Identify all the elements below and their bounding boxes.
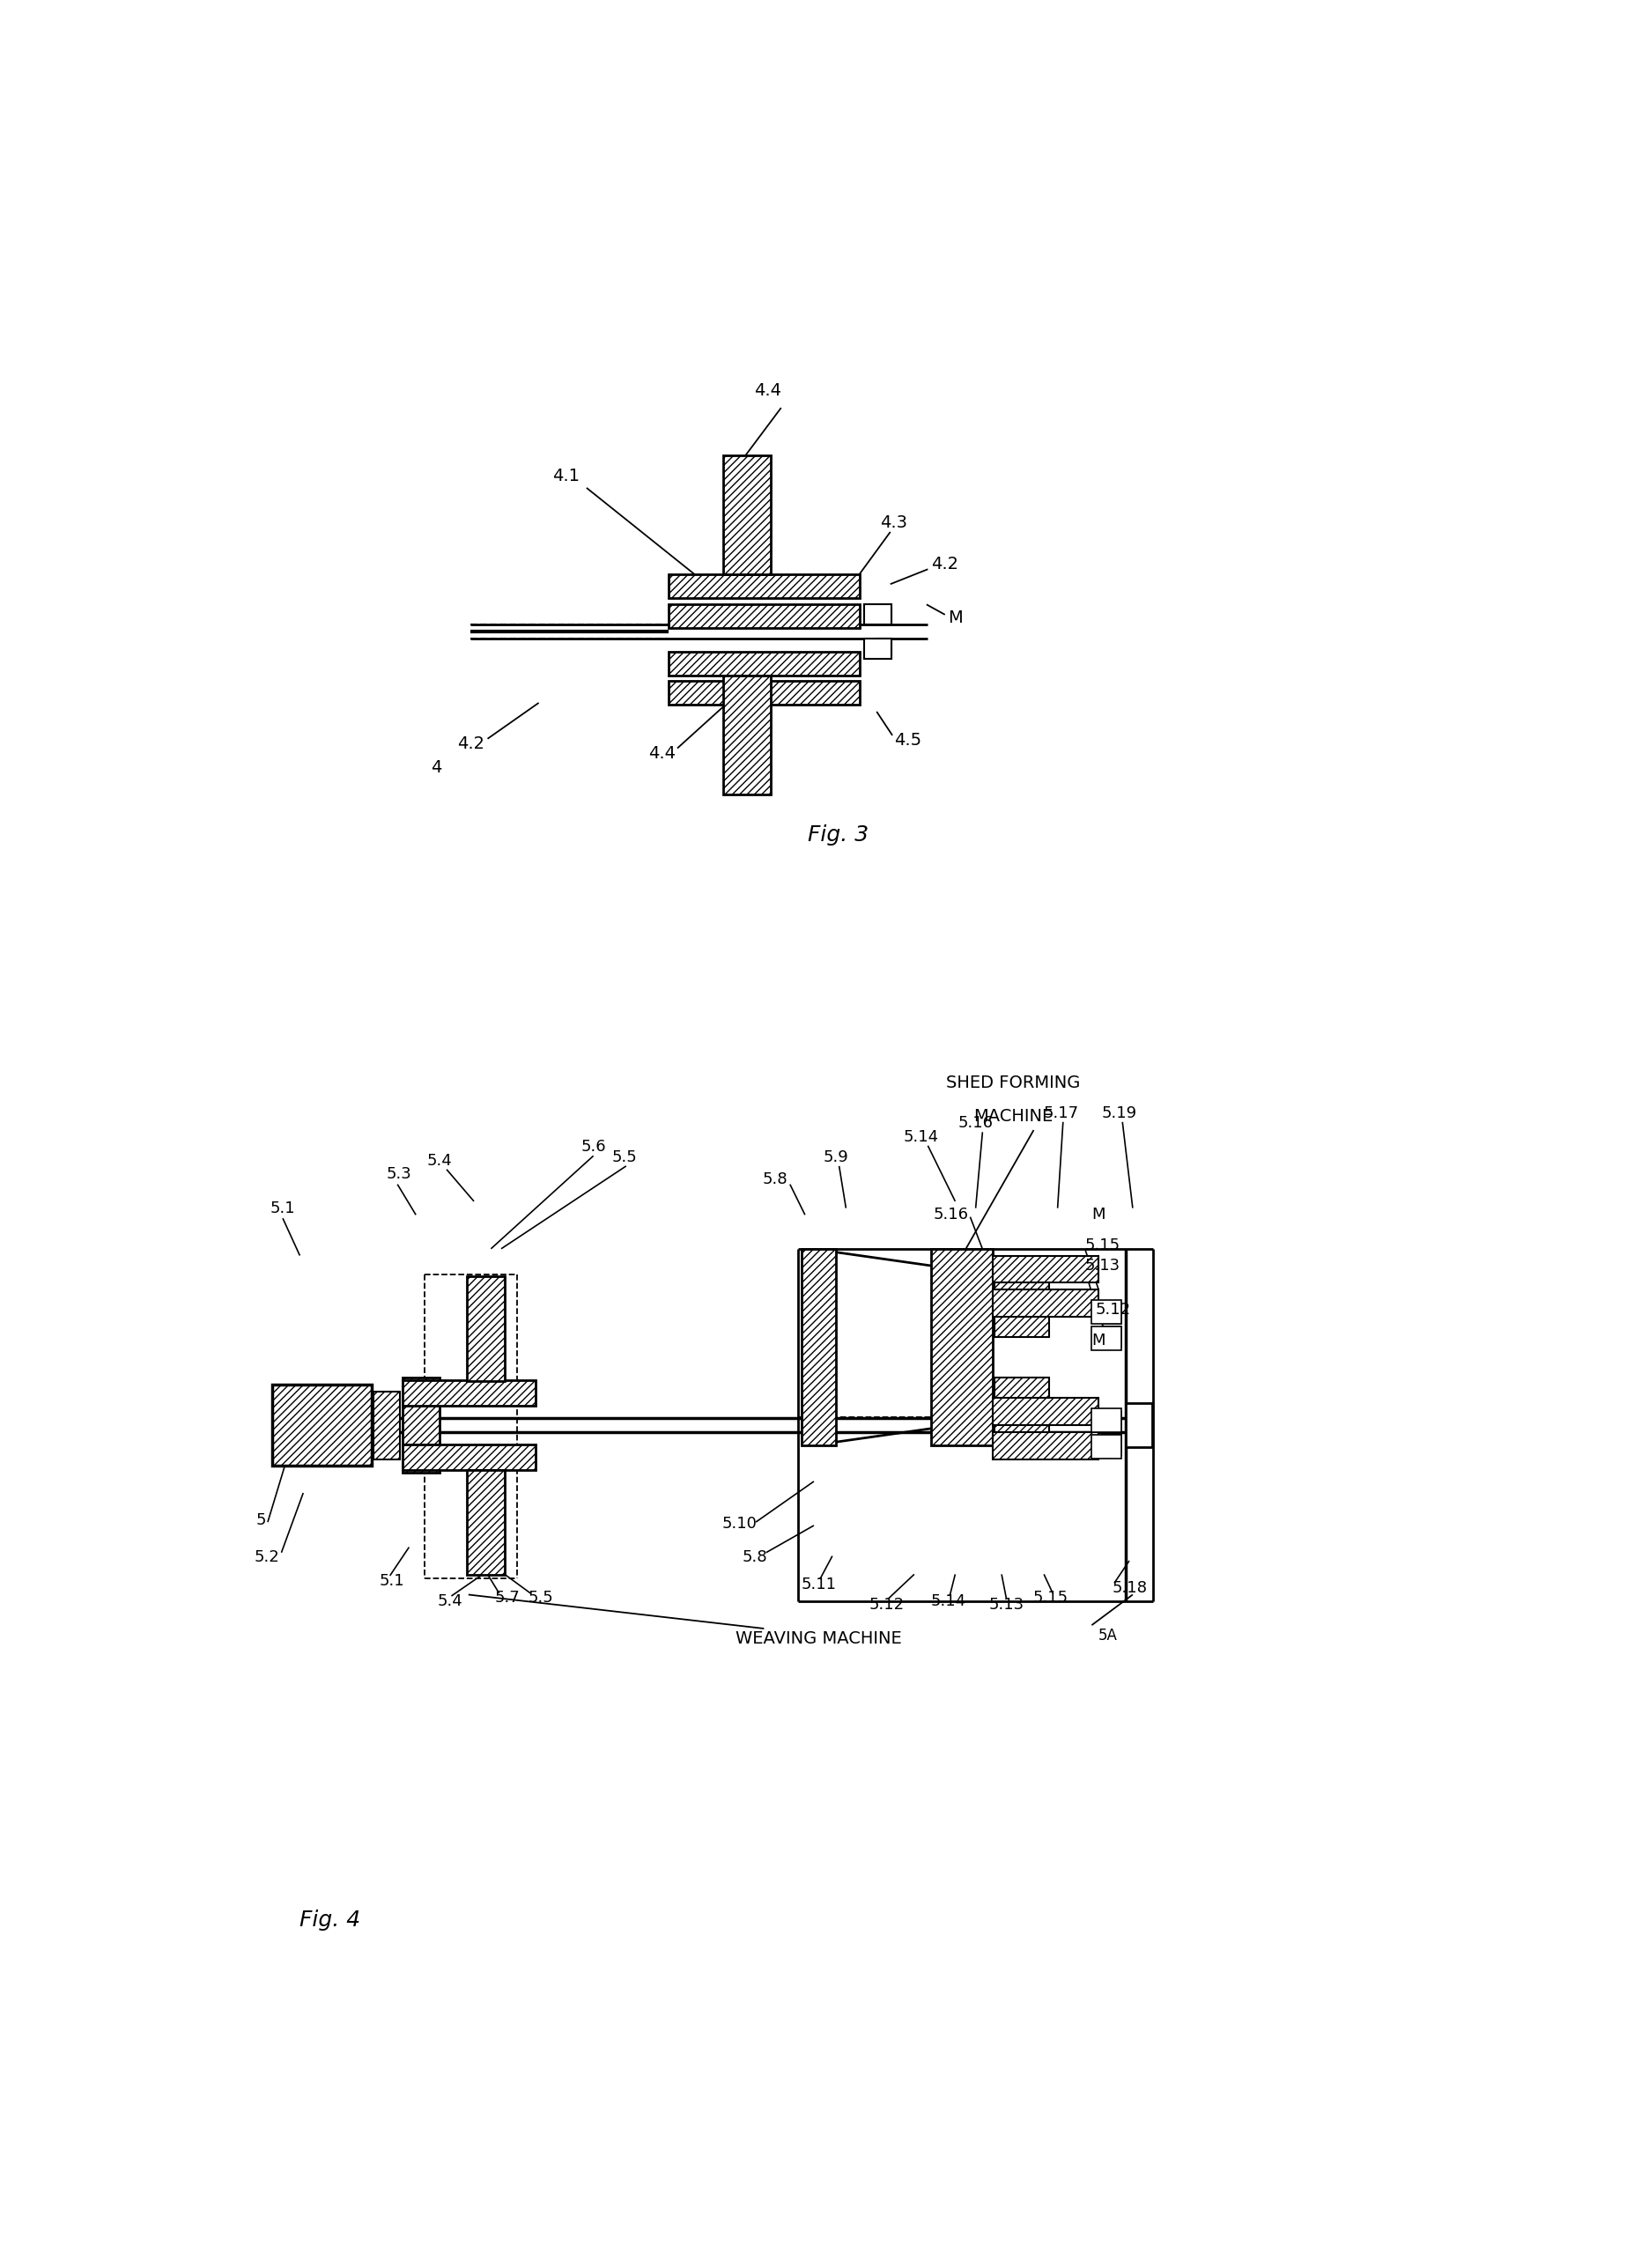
- Text: 5.12: 5.12: [1095, 1302, 1131, 1318]
- Bar: [402, 1381, 536, 1406]
- Bar: [877, 637, 892, 655]
- Text: 5.15: 5.15: [1033, 1590, 1069, 1606]
- Text: 5.13: 5.13: [989, 1597, 1025, 1613]
- Bar: [402, 1445, 536, 1470]
- Bar: [724, 676, 771, 794]
- Bar: [993, 1397, 1098, 1424]
- Bar: [993, 1290, 1098, 1318]
- Bar: [993, 1377, 1049, 1456]
- Text: Fig. 4: Fig. 4: [299, 1910, 361, 1930]
- Bar: [1101, 1327, 1121, 1347]
- Text: 4.4: 4.4: [753, 383, 781, 399]
- Bar: [402, 1377, 440, 1472]
- Bar: [802, 1250, 835, 1445]
- Text: M: M: [1092, 1207, 1105, 1222]
- Bar: [467, 1277, 505, 1381]
- Bar: [864, 606, 892, 624]
- Text: 5.4: 5.4: [426, 1152, 453, 1168]
- Text: 5.8: 5.8: [763, 1173, 788, 1188]
- Text: 5: 5: [255, 1513, 266, 1529]
- Text: 5.12: 5.12: [869, 1597, 905, 1613]
- Bar: [668, 680, 859, 705]
- Text: 5.8: 5.8: [742, 1549, 768, 1565]
- Bar: [1092, 1327, 1121, 1349]
- Bar: [1092, 1300, 1121, 1322]
- Text: 4.2: 4.2: [458, 735, 484, 753]
- Text: 5.13: 5.13: [1085, 1259, 1121, 1275]
- Text: Fig. 3: Fig. 3: [807, 826, 868, 846]
- Bar: [993, 1431, 1098, 1458]
- Text: 5.10: 5.10: [722, 1515, 757, 1531]
- Text: 5.7: 5.7: [495, 1590, 520, 1606]
- Text: 5.6: 5.6: [580, 1139, 606, 1154]
- Text: 5.4: 5.4: [438, 1594, 462, 1610]
- Text: 5.19: 5.19: [1101, 1105, 1137, 1120]
- Text: WEAVING MACHINE: WEAVING MACHINE: [735, 1631, 902, 1647]
- Text: 5.18: 5.18: [1113, 1581, 1147, 1597]
- Bar: [668, 651, 859, 676]
- Text: 5.14: 5.14: [931, 1594, 966, 1610]
- Bar: [668, 574, 859, 599]
- Text: 5.16: 5.16: [958, 1116, 993, 1132]
- Text: 4.3: 4.3: [881, 515, 907, 531]
- Bar: [1101, 1411, 1121, 1431]
- Bar: [467, 1470, 505, 1574]
- Bar: [724, 456, 771, 574]
- Text: 4: 4: [431, 760, 441, 776]
- Text: 4.2: 4.2: [931, 556, 959, 572]
- Bar: [1092, 1436, 1121, 1458]
- Text: MACHINE: MACHINE: [974, 1109, 1052, 1125]
- Text: 5.9: 5.9: [824, 1150, 848, 1166]
- Text: 5.2: 5.2: [253, 1549, 279, 1565]
- Text: 5A: 5A: [1098, 1628, 1118, 1644]
- Bar: [374, 1390, 399, 1458]
- Text: 5.15: 5.15: [1085, 1238, 1121, 1254]
- Bar: [1092, 1408, 1121, 1431]
- Bar: [931, 1250, 993, 1445]
- Bar: [1101, 1436, 1121, 1456]
- Text: 4.1: 4.1: [552, 467, 580, 483]
- Text: 4.5: 4.5: [894, 733, 922, 748]
- Text: 5.3: 5.3: [386, 1166, 412, 1182]
- Text: 5.14: 5.14: [904, 1129, 938, 1145]
- Text: 5.17: 5.17: [1044, 1105, 1078, 1120]
- Bar: [993, 1256, 1098, 1284]
- Text: 5.5: 5.5: [611, 1150, 637, 1166]
- Bar: [1126, 1404, 1152, 1447]
- Text: 5.5: 5.5: [528, 1590, 554, 1606]
- Text: 5.1: 5.1: [379, 1574, 405, 1590]
- Bar: [668, 606, 859, 628]
- Text: 4.4: 4.4: [649, 746, 675, 762]
- Text: M: M: [1092, 1331, 1105, 1347]
- Bar: [877, 608, 892, 624]
- Text: 5.1: 5.1: [270, 1200, 296, 1216]
- Bar: [273, 1383, 371, 1465]
- Text: 5.16: 5.16: [933, 1207, 969, 1222]
- Text: M: M: [948, 610, 962, 626]
- Bar: [993, 1259, 1049, 1336]
- Text: 5.11: 5.11: [801, 1576, 837, 1592]
- Text: SHED FORMING: SHED FORMING: [946, 1075, 1080, 1091]
- Bar: [1101, 1304, 1121, 1322]
- Bar: [864, 637, 892, 658]
